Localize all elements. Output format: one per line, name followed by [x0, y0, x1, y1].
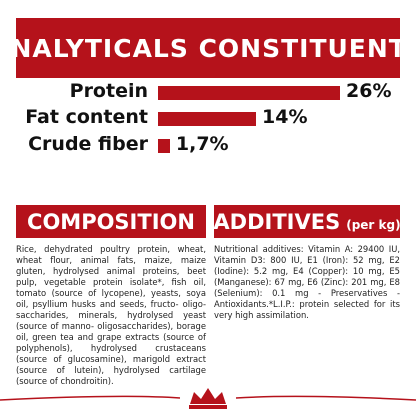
composition-text: Rice, dehydrated poultry protein, wheat,… — [16, 244, 206, 386]
value-label: 1,7% — [175, 133, 229, 155]
constituent-label: Crude fiber — [28, 133, 148, 155]
composition-band: COMPOSITION — [16, 205, 206, 238]
title: ANALYTICALS CONSTITUENTS — [0, 33, 416, 63]
bar — [158, 139, 170, 153]
footer-curve — [0, 395, 181, 401]
footer-curve — [235, 395, 416, 401]
constituent-label: Fat content — [25, 106, 148, 128]
bar — [158, 112, 256, 126]
value-label: 26% — [346, 80, 392, 102]
constituent-label: Protein — [69, 80, 148, 102]
title-band: ANALYTICALS CONSTITUENTS — [0, 18, 416, 78]
crown-logo — [189, 388, 227, 409]
additives-subtitle: (per kg) — [346, 217, 401, 232]
additives-text: Nutritional additives: Vitamin A: 29400 … — [214, 244, 400, 320]
footer — [0, 388, 416, 409]
additives-title: ADDITIVES — [213, 209, 341, 234]
bar — [158, 86, 340, 100]
composition-title: COMPOSITION — [27, 209, 195, 234]
additives-band: ADDITIVES (per kg) — [213, 205, 401, 238]
value-label: 14% — [262, 106, 308, 128]
